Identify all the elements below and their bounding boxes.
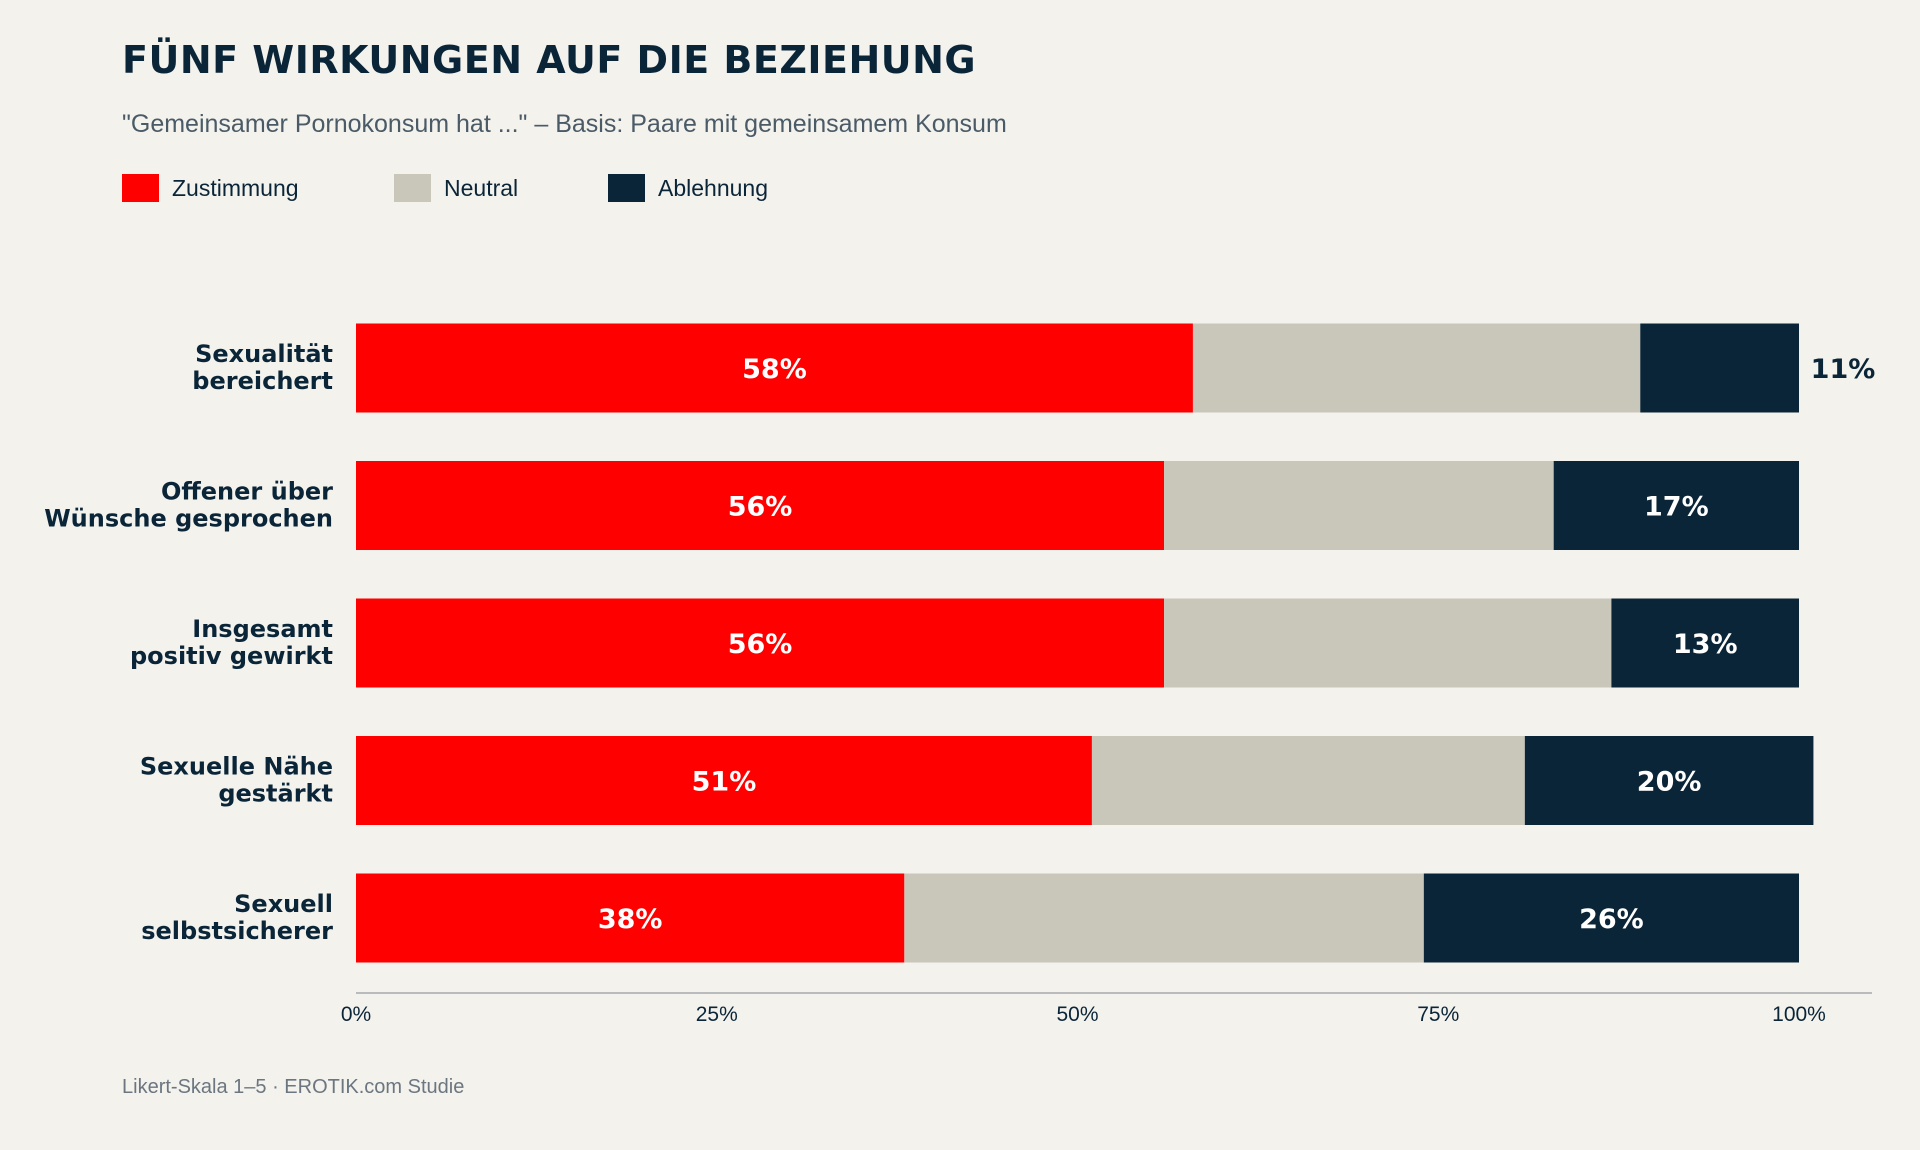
bar-zustimmung (356, 873, 905, 963)
category-label: Sexuelle Nähe gestärkt (140, 753, 333, 808)
bar-ablehnung (1524, 736, 1814, 825)
legend-swatch-zustimmung (122, 174, 159, 202)
legend-label-neutral: Neutral (444, 174, 519, 201)
x-tick-label: 75% (1417, 1003, 1459, 1026)
bar-zustimmung (356, 323, 1193, 413)
legend-item-neutral: Neutral (394, 172, 518, 204)
category-label: Offener über Wünsche gesprochen (44, 478, 333, 533)
data-label-zustimmung: 58% (742, 354, 807, 385)
x-tick-label: 0% (341, 1003, 371, 1026)
bar-zustimmung (356, 736, 1092, 825)
legend-swatch-ablehnung (608, 174, 645, 202)
data-label-zustimmung: 38% (598, 904, 663, 935)
bar-zustimmung (356, 598, 1165, 688)
data-label-zustimmung: 56% (728, 492, 793, 523)
bar-neutral (1164, 461, 1554, 550)
bar-ablehnung (1423, 873, 1799, 963)
legend-item-ablehnung: Ablehnung (608, 172, 768, 204)
category-label: Insgesamt positiv gewirkt (130, 615, 333, 670)
chart-footer: Likert-Skala 1–5 · EROTIK.com Studie (122, 1076, 465, 1098)
bar-neutral (1164, 598, 1612, 688)
bar-ablehnung (1611, 598, 1799, 688)
chart-subtitle: "Gemeinsamer Pornokonsum hat ..." – Basi… (122, 110, 1007, 138)
bar-ablehnung (1640, 323, 1799, 413)
x-tick-label: 50% (1056, 1003, 1098, 1026)
data-label-ablehnung: 20% (1637, 767, 1702, 798)
bar-neutral (1091, 736, 1525, 825)
bar-zustimmung (356, 461, 1165, 550)
x-tick-label: 25% (696, 1003, 738, 1026)
bar-ablehnung (1553, 461, 1799, 550)
category-label: Sexualität bereichert (192, 340, 333, 395)
data-label-ablehnung: 11% (1811, 354, 1876, 385)
category-label: Sexuell selbstsicherer (141, 890, 333, 945)
legend-label-ablehnung: Ablehnung (658, 174, 768, 201)
chart-title: FÜNF WIRKUNGEN AUF DIE BEZIEHUNG (122, 38, 977, 82)
legend-swatch-neutral (394, 174, 431, 202)
bar-neutral (904, 873, 1424, 963)
data-label-zustimmung: 56% (728, 629, 793, 660)
data-label-zustimmung: 51% (692, 767, 757, 798)
data-label-ablehnung: 13% (1673, 629, 1738, 660)
x-tick-label: 100% (1772, 1003, 1826, 1026)
data-label-ablehnung: 17% (1644, 492, 1709, 523)
legend-label-zustimmung: Zustimmung (172, 174, 299, 201)
legend-item-zustimmung: Zustimmung (122, 172, 299, 204)
bar-neutral (1192, 323, 1641, 413)
data-label-ablehnung: 26% (1579, 904, 1644, 935)
